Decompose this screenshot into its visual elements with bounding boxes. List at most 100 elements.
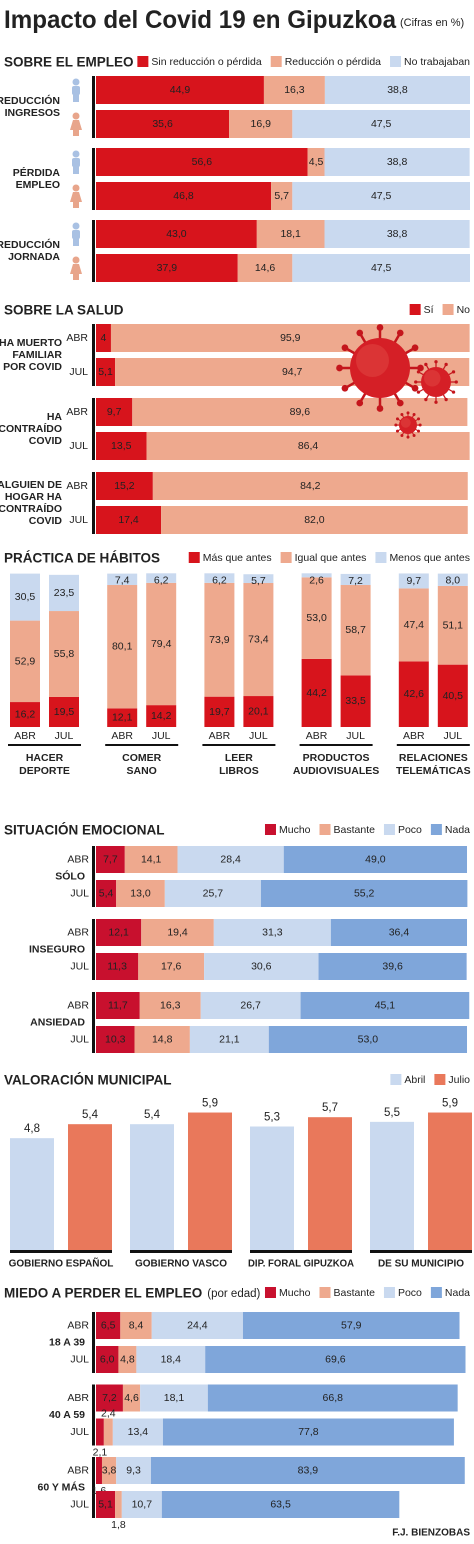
value-label: 73,9 <box>209 634 230 646</box>
bar-segment <box>301 577 332 659</box>
legend-swatch <box>319 824 331 835</box>
virus-icon <box>416 390 421 394</box>
value-label: 17,6 <box>161 961 182 973</box>
bar-segment <box>116 1457 151 1484</box>
legend-swatch <box>264 1287 276 1298</box>
group-label: CONTRAÍDO <box>0 422 62 435</box>
bar-segment <box>177 846 284 873</box>
bar-segment <box>152 472 468 500</box>
group-bar <box>92 398 95 460</box>
bar-segment <box>96 1418 104 1446</box>
value-label: 86,4 <box>298 440 319 452</box>
bar-segment <box>96 846 125 873</box>
bar-segment <box>340 675 371 727</box>
virus-icon <box>411 344 419 352</box>
man-icon <box>72 86 80 95</box>
group-label: 18 A 39 <box>49 1337 85 1349</box>
bar-segment <box>96 880 117 907</box>
value-label: 30,5 <box>15 591 36 603</box>
group-label: 60 Y MÁS <box>38 1481 85 1494</box>
value-label: 42,6 <box>404 688 425 700</box>
value-label: 18,4 <box>161 1354 182 1366</box>
legend-label: Poco <box>398 824 422 836</box>
value-label: 26,7 <box>240 1000 261 1012</box>
group-bar <box>92 324 95 386</box>
virus-icon <box>356 344 389 377</box>
value-label: 43,0 <box>166 228 187 240</box>
value-label: 33,5 <box>345 695 366 707</box>
value-label: 18,1 <box>280 228 301 240</box>
virus-icon <box>400 434 404 438</box>
bar-segment <box>256 220 325 248</box>
bar-segment <box>292 254 470 282</box>
value-label: 9,3 <box>126 1465 141 1477</box>
virus-icon <box>395 429 399 433</box>
bar-segment <box>437 664 468 727</box>
bar-segment <box>242 1312 460 1339</box>
legend-label: Sí <box>424 304 434 316</box>
bar <box>130 1124 174 1250</box>
virus-icon <box>400 417 411 428</box>
value-label: 83,9 <box>298 1465 319 1477</box>
man-icon <box>72 78 80 86</box>
bar-segment <box>121 1491 162 1518</box>
bar-segment <box>437 585 468 665</box>
bar-segment <box>107 573 138 586</box>
group-label: INSEGURO <box>29 944 85 956</box>
bar-segment <box>260 880 468 907</box>
group-label: ALGUIEN DE <box>0 479 62 491</box>
value-label: 20,1 <box>248 706 269 718</box>
bar-segment <box>107 708 138 727</box>
value-label: 5,9 <box>442 1098 458 1110</box>
row-label: JUL <box>69 366 88 378</box>
legend-label: Menos que antes <box>389 552 470 564</box>
bar-segment <box>115 358 470 386</box>
category-label: DE SU MUNICIPIO <box>378 1259 464 1270</box>
section-title: PRÁCTICA DE HÁBITOS <box>4 551 160 566</box>
bar-segment <box>398 588 429 662</box>
legend-swatch <box>434 1074 446 1085</box>
bar-segment <box>150 1457 465 1484</box>
value-label: 9,7 <box>107 406 122 418</box>
bar-category: JUL <box>55 730 74 742</box>
legend-label: Más que antes <box>203 552 272 564</box>
value-label: 16,2 <box>15 709 36 721</box>
value-label: 47,5 <box>371 262 392 274</box>
legend-swatch <box>188 552 200 563</box>
legend-label: Sin reducción o pérdida <box>151 56 261 68</box>
value-label: 5,5 <box>384 1107 400 1119</box>
bar-segment <box>204 582 235 697</box>
woman-icon <box>70 192 82 202</box>
value-label: 5,1 <box>98 366 113 378</box>
value-label: 6,0 <box>100 1354 115 1366</box>
legend-swatch <box>383 824 395 835</box>
value-label: 21,1 <box>219 1034 240 1046</box>
category-label: DIP. FORAL GIPUZKOA <box>248 1259 354 1270</box>
bar-segment <box>96 76 264 104</box>
bar-segment <box>340 585 371 676</box>
row-label: ABR <box>67 1320 89 1332</box>
bar-segment <box>263 76 325 104</box>
legend-swatch <box>280 552 292 563</box>
man-icon <box>72 158 80 167</box>
value-label: 2,4 <box>101 1408 116 1420</box>
value-label: 5,3 <box>264 1112 280 1124</box>
bar-segment <box>96 148 308 176</box>
row-label: ABR <box>66 480 88 492</box>
bar-segment <box>324 76 470 104</box>
value-label: 47,5 <box>371 190 392 202</box>
credit: F.J. BIENZOBAS <box>392 1528 470 1539</box>
bar-segment <box>120 1312 152 1339</box>
row-label: ABR <box>67 854 89 866</box>
virus-icon <box>376 405 384 412</box>
legend-swatch <box>442 304 454 315</box>
main-subtitle: (Cifras en %) <box>400 17 464 29</box>
group-bar <box>92 148 95 210</box>
bar-segment <box>124 846 178 873</box>
row-label: ABR <box>67 1465 89 1477</box>
value-label: 11,3 <box>107 961 127 973</box>
bar-segment <box>10 573 40 621</box>
virus-icon <box>394 423 398 427</box>
bar-category: JUL <box>346 730 365 742</box>
